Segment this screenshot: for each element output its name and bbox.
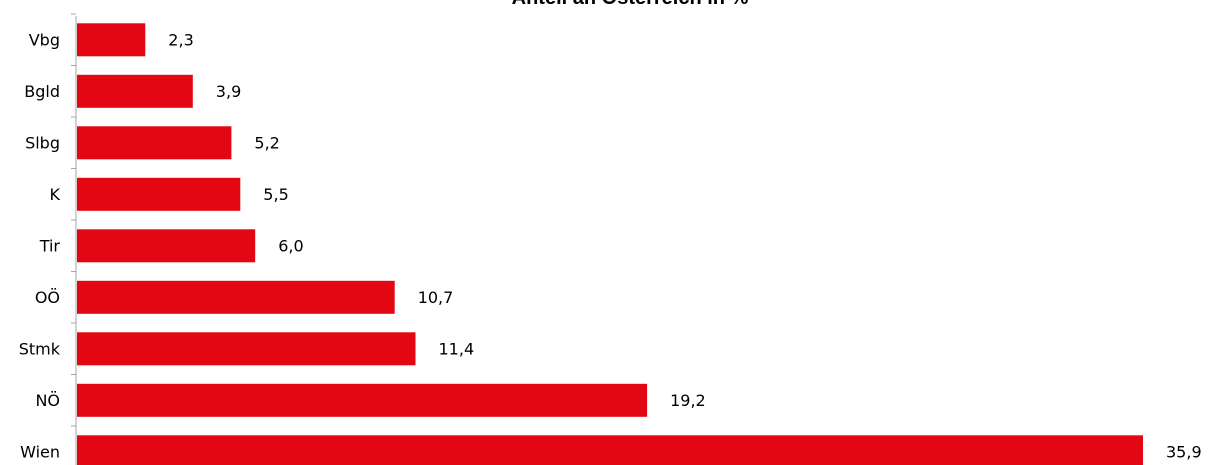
value-label-nö: 19,2 (670, 391, 706, 410)
axis-ticks (71, 13, 76, 427)
bar-bgld (77, 74, 193, 108)
category-label-oö: OÖ (35, 288, 60, 307)
value-label-k: 5,5 (263, 185, 288, 204)
value-label-vbg: 2,3 (168, 30, 193, 49)
bar-oö (77, 280, 395, 314)
bars (77, 23, 1143, 465)
chart-title: Anteil an Österreich in % (512, 0, 749, 9)
bar-k (77, 177, 241, 211)
bar-wien (77, 435, 1143, 465)
category-label-bgld: Bgld (24, 82, 60, 101)
value-label-bgld: 3,9 (216, 82, 241, 101)
category-label-wien: Wien (20, 442, 60, 461)
value-labels: 2,3 3,9 5,2 5,5 6,0 10,7 11,4 19,2 35,9 (168, 30, 1201, 461)
category-label-nö: NÖ (35, 391, 60, 410)
value-label-slbg: 5,2 (254, 133, 279, 152)
value-label-wien: 35,9 (1166, 442, 1202, 461)
value-label-tir: 6,0 (278, 236, 303, 255)
category-label-slbg: Slbg (25, 133, 60, 152)
value-label-oö: 10,7 (418, 288, 454, 307)
category-label-vbg: Vbg (29, 30, 60, 49)
bar-nö (77, 383, 648, 417)
category-label-tir: Tir (39, 236, 61, 255)
category-label-stmk: Stmk (19, 339, 61, 358)
value-label-stmk: 11,4 (439, 339, 475, 358)
category-labels: Vbg Bgld Slbg K Tir OÖ Stmk NÖ Wien (19, 30, 61, 461)
bar-slbg (77, 126, 232, 160)
bar-vbg (77, 23, 146, 57)
bar-stmk (77, 332, 416, 366)
bar-tir (77, 229, 256, 263)
category-label-k: K (50, 185, 61, 204)
